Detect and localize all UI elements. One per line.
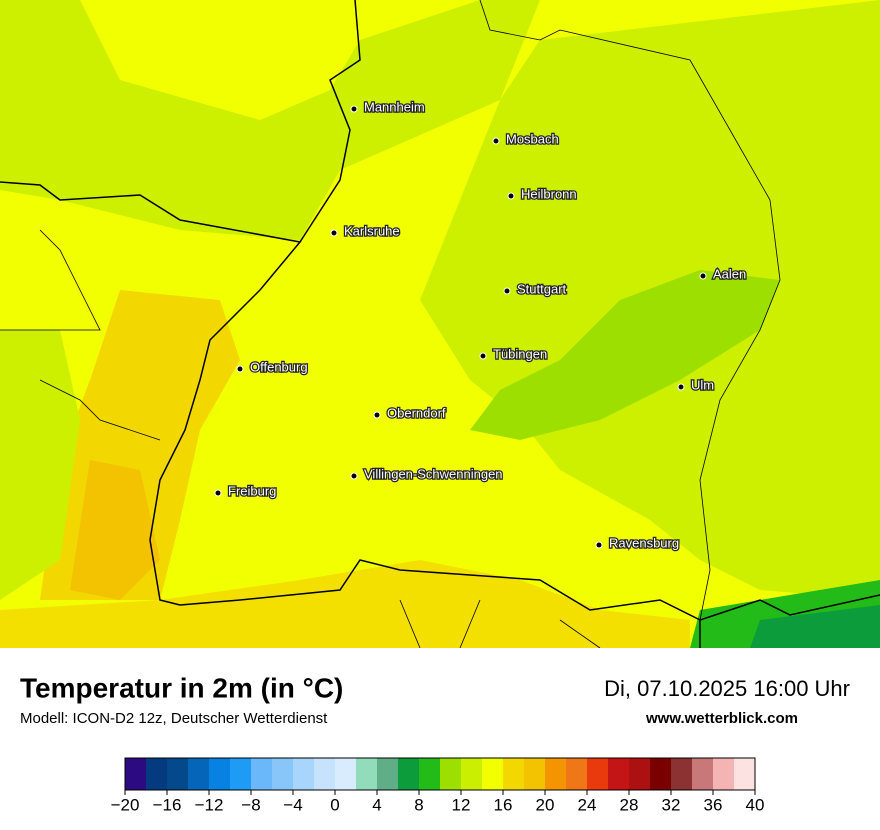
date: Di, 07.10.2025 16:00 Uhr (604, 676, 850, 701)
borders (0, 0, 880, 648)
colorbar-segment (125, 758, 147, 790)
city-dot (373, 411, 381, 419)
colorbar-tick-label: −16 (153, 795, 182, 814)
colorbar-segment (629, 758, 651, 790)
colorbar-segment (524, 758, 546, 790)
colorbar-tick-label: −8 (241, 795, 260, 814)
city-dot (479, 352, 487, 360)
website: www.wetterblick.com (645, 710, 798, 727)
colorbar-segment (335, 758, 357, 790)
terrain (0, 330, 80, 600)
colorbar-segment (692, 758, 714, 790)
colorbar-segment (587, 758, 609, 790)
colorbar-segment (293, 758, 315, 790)
colorbar-segment (713, 758, 735, 790)
colorbar-tick-label: 28 (620, 795, 639, 814)
terrain (70, 460, 160, 600)
colorbar-segment (566, 758, 588, 790)
colorbar-segment (167, 758, 189, 790)
map (0, 0, 880, 649)
colorbar-tick-label: 36 (704, 795, 723, 814)
colorbar-tick-label: 24 (578, 795, 597, 814)
city-label: Aalen (713, 266, 746, 281)
colorbar-tick-label: −20 (111, 795, 140, 814)
colorbar-segment (650, 758, 672, 790)
city-dot (699, 272, 707, 280)
city-label: Offenburg (250, 359, 308, 374)
colorbar-segment (230, 758, 252, 790)
city-dot (677, 383, 685, 391)
colorbar-segment (482, 758, 504, 790)
colorbar-segment (209, 758, 231, 790)
city-label: Villingen-Schwenningen (364, 466, 503, 481)
city-label: Tübingen (493, 346, 547, 361)
city-dot (350, 472, 358, 480)
city-label: Ulm (691, 377, 714, 392)
city-dot (330, 229, 338, 237)
colorbar-segment (188, 758, 210, 790)
colorbar-tick-label: −12 (195, 795, 224, 814)
city-dot (350, 105, 358, 113)
city-label: Oberndorf (387, 405, 446, 420)
colorbar-segment (272, 758, 294, 790)
city-dot (507, 192, 515, 200)
colorbar-segment (503, 758, 525, 790)
colorbar-segment (608, 758, 630, 790)
colorbar-segment (356, 758, 378, 790)
city-layer: Mannheim Mosbach Heilbronn Karlsruhe Aalen St… (214, 98, 748, 552)
city-label: Mannheim (364, 99, 425, 114)
colorbar-segment (671, 758, 693, 790)
colorbar-tick-label: 12 (452, 795, 471, 814)
legend-panel (0, 648, 880, 830)
terrain (750, 605, 880, 648)
city-dot (214, 489, 222, 497)
terrain (470, 270, 780, 440)
colorbar-segment (146, 758, 168, 790)
terrain (0, 0, 540, 240)
colorbar-tick-label: 40 (746, 795, 765, 814)
city-label: Freiburg (228, 483, 276, 498)
colorbar-tick-label: 20 (536, 795, 555, 814)
city-dot (595, 541, 603, 549)
city-label: Mosbach (506, 131, 559, 146)
terrain (0, 560, 690, 648)
colorbar-segment (461, 758, 483, 790)
colorbar-segment (734, 758, 756, 790)
city-label: Heilbronn (521, 186, 577, 201)
colorbar-tick-label: 16 (494, 795, 513, 814)
colorbar-segment (377, 758, 399, 790)
colorbar-tick-label: 32 (662, 795, 681, 814)
city-label: Ravensburg (609, 535, 679, 550)
city-dot (503, 287, 511, 295)
colorbar-tick-label: 0 (330, 795, 339, 814)
city-dot (492, 137, 500, 145)
colorbar-tick-label: 4 (372, 795, 381, 814)
colorbar-segment (251, 758, 273, 790)
colorbar-segment (398, 758, 420, 790)
colorbar-tick-label: −4 (283, 795, 302, 814)
colorbar-segment (314, 758, 336, 790)
colorbar-segment (545, 758, 567, 790)
title: Temperatur in 2m (in °C) (20, 672, 343, 703)
colorbar-segment (440, 758, 462, 790)
region-borders (0, 0, 781, 649)
colorbar-segment (419, 758, 441, 790)
colorbar: −20 −16 −12 −8 −4 0 4 8 12 16 20 24 28 32 36 40 (111, 757, 765, 814)
city-label: Karlsruhe (344, 223, 400, 238)
subtitle: Modell: ICON-D2 12z, Deutscher Wetterdie… (20, 710, 328, 727)
colorbar-tick-label: 8 (414, 795, 423, 814)
city-dot (236, 365, 244, 373)
colorbar-frame (124, 757, 756, 791)
city-label: Stuttgart (517, 281, 567, 296)
